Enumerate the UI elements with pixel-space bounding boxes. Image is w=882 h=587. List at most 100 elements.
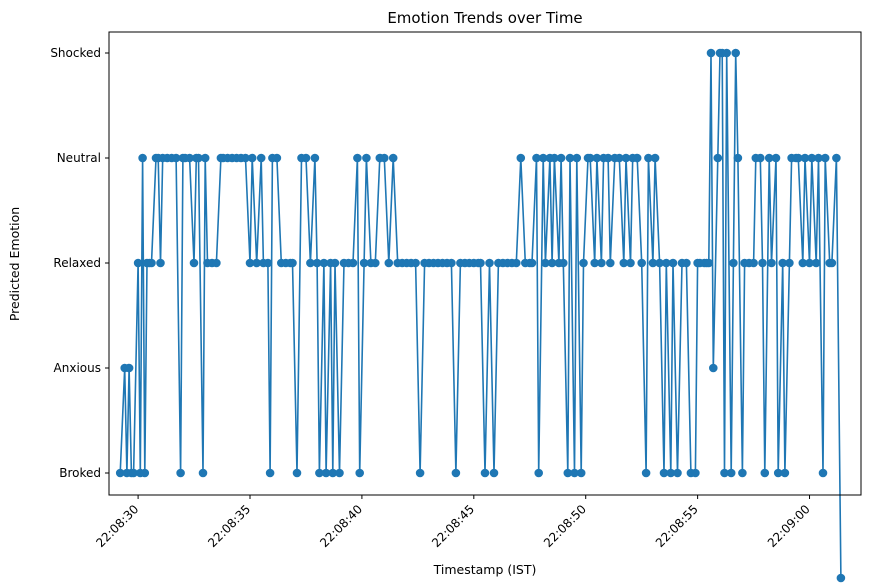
data-point [733, 153, 743, 163]
data-point [807, 153, 817, 163]
data-point [729, 258, 738, 268]
data-point [666, 468, 676, 478]
data-point [780, 468, 790, 478]
data-point [247, 153, 257, 163]
data-point [832, 153, 841, 163]
data-point [489, 468, 499, 478]
data-point [606, 258, 615, 268]
x-tick-label: 22:08:30 [93, 502, 141, 550]
data-point [485, 258, 494, 268]
data-point [632, 153, 642, 163]
data-point [655, 258, 664, 268]
data-point [563, 468, 573, 478]
data-point [773, 468, 783, 478]
data-point [758, 258, 767, 268]
data-point [592, 153, 602, 163]
data-point [818, 468, 828, 478]
data-point [200, 153, 210, 163]
data-point [726, 468, 736, 478]
data-point [805, 258, 814, 268]
data-point [691, 468, 700, 478]
data-point [415, 468, 425, 478]
data-point [798, 258, 808, 268]
data-point [547, 258, 557, 268]
data-point [538, 153, 548, 163]
data-point [682, 258, 691, 268]
data-point [778, 258, 787, 268]
data-point [451, 468, 461, 478]
data-point [362, 153, 371, 163]
data-point [185, 153, 194, 163]
data-point [662, 258, 671, 268]
data-point [641, 468, 651, 478]
data-point [738, 468, 747, 478]
data-point [585, 153, 595, 163]
data-point [767, 258, 776, 268]
data-point [579, 258, 588, 268]
data-point [133, 258, 143, 268]
series-line [119, 52, 842, 579]
data-point [756, 153, 765, 163]
data-point [559, 258, 568, 268]
data-point [800, 153, 810, 163]
data-point [138, 153, 147, 163]
data-point [189, 258, 199, 268]
data-point [476, 258, 485, 268]
data-point [328, 468, 338, 478]
data-point [527, 258, 537, 268]
data-point [245, 258, 255, 268]
data-point [147, 258, 156, 268]
data-point [597, 258, 606, 268]
data-point [785, 258, 794, 268]
data-point [355, 468, 365, 478]
data-point [644, 153, 653, 163]
data-point [534, 468, 543, 478]
data-point [353, 153, 362, 163]
data-point [156, 258, 165, 268]
data-point [388, 153, 398, 163]
data-point [764, 153, 774, 163]
data-point [668, 258, 678, 268]
data-point [265, 468, 275, 478]
data-point [626, 258, 635, 268]
data-point [194, 153, 203, 163]
data-point [836, 573, 846, 583]
data-point [272, 153, 282, 163]
data-point [615, 153, 624, 163]
data-point [619, 258, 629, 268]
data-point [315, 468, 324, 478]
data-point [827, 258, 837, 268]
data-point [348, 258, 358, 268]
x-tick-label: 22:08:45 [429, 502, 477, 550]
data-point [306, 258, 315, 268]
data-point [263, 258, 273, 268]
data-point [411, 258, 420, 268]
data-point [814, 153, 823, 163]
data-point [673, 468, 682, 478]
data-point [115, 468, 125, 478]
data-point [532, 153, 541, 163]
x-tick-label: 22:08:55 [653, 502, 701, 550]
data-point [713, 153, 723, 163]
data-point [572, 153, 582, 163]
data-point [212, 258, 221, 268]
data-point [241, 153, 250, 163]
plot-area [115, 48, 846, 583]
data-point [124, 363, 134, 373]
x-tick-label: 22:08:40 [317, 502, 365, 550]
data-point [359, 258, 369, 268]
data-point [380, 153, 389, 163]
y-axis-label: Predicted Emotion [7, 207, 22, 321]
plot-frame [108, 31, 862, 496]
data-point [590, 258, 599, 268]
data-point [659, 468, 669, 478]
data-point [760, 468, 770, 478]
data-point [312, 258, 322, 268]
data-point [603, 153, 613, 163]
data-point [371, 258, 380, 268]
x-tick-label: 22:08:35 [205, 502, 253, 550]
chart-title: Emotion Trends over Time [387, 9, 582, 27]
y-tick-label: Shocked [50, 46, 101, 60]
